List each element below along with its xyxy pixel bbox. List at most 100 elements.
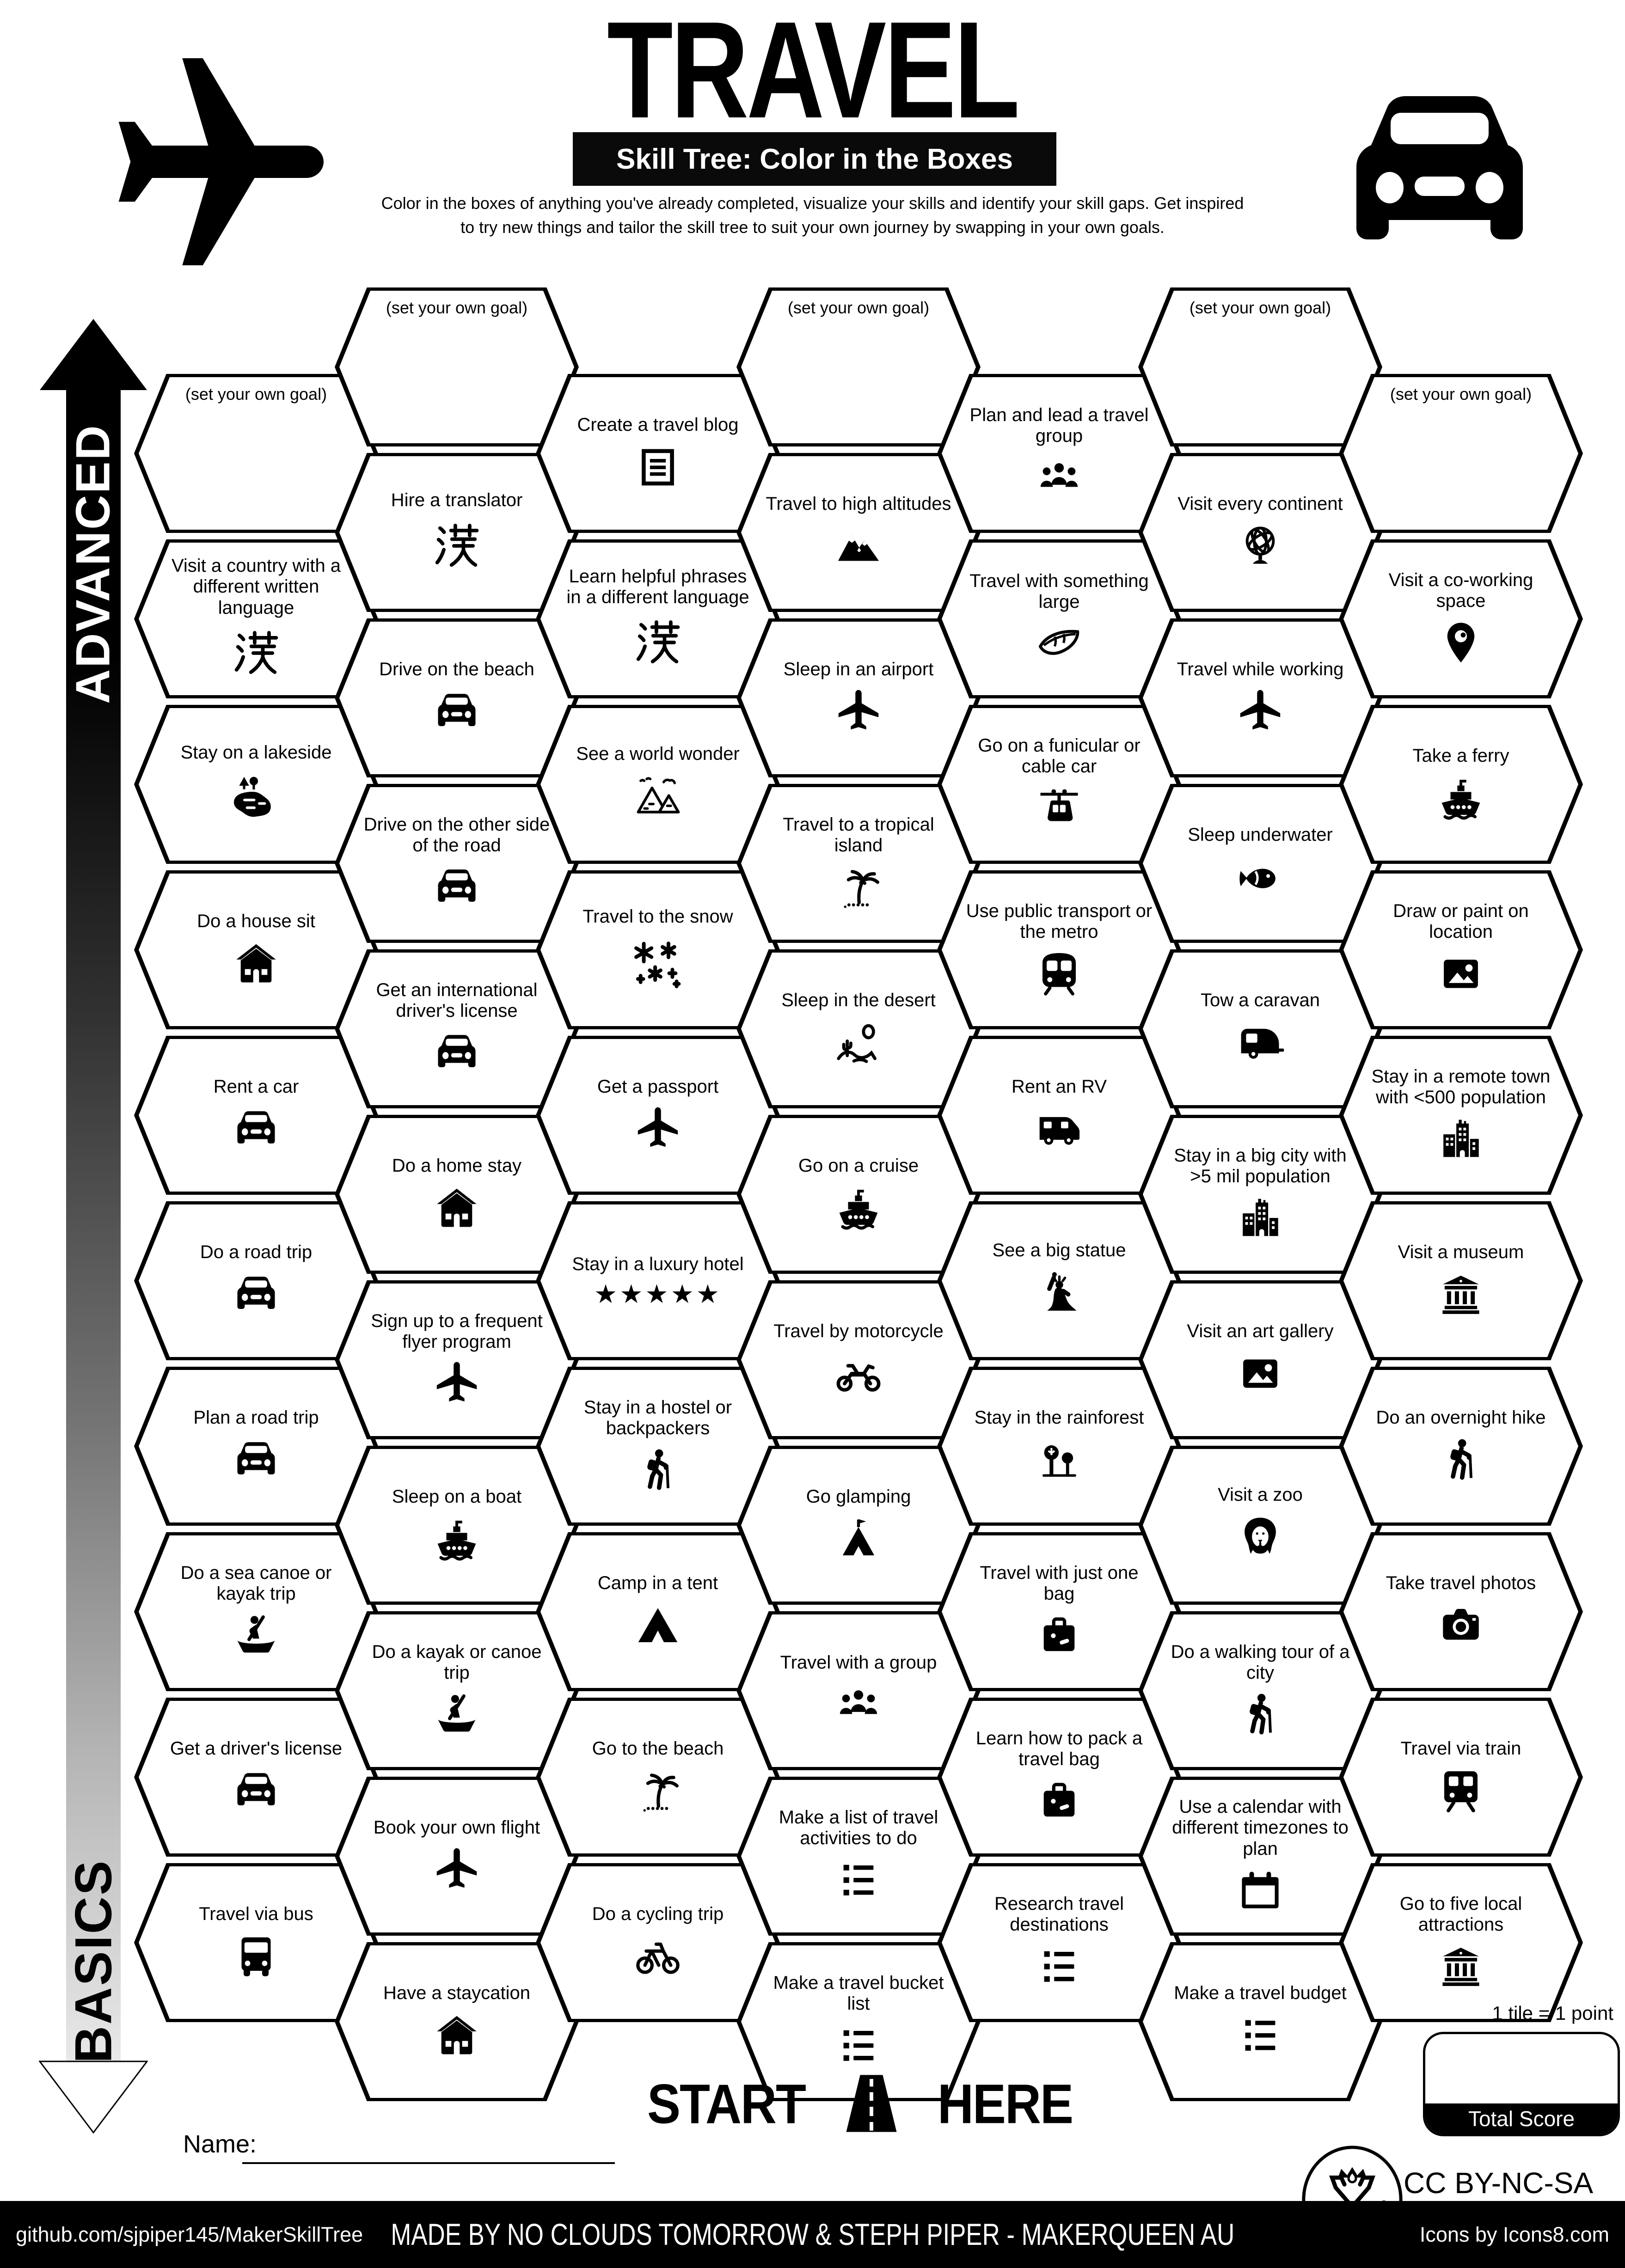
hiker-icon [633,1445,683,1495]
tile-label: Learn helpful phrases in a different lan… [566,566,749,607]
hex-tile: Go on a cruise [736,1115,981,1274]
hex-fill [942,1039,1177,1192]
hex-fill [942,1866,1177,2019]
tile-label: Visit a country with a different written… [171,556,341,618]
tile-label: Rent a car [213,1076,299,1097]
tile-label: Drive on the beach [379,659,534,680]
hex-fill [741,1284,976,1436]
tile-label: Visit a museum [1398,1242,1524,1263]
tile-label: Go to five local attractions [1399,1893,1522,1935]
hex-tile: Make a travel budget [1138,1942,1382,2101]
hex-tile: Travel with something large [937,539,1181,698]
lion-icon [1233,1512,1287,1566]
tile-label: Research travel destinations [994,1893,1124,1935]
hex-tile: Use public transport or the metro [937,870,1181,1029]
tile-label: Travel while working [1177,659,1344,680]
hex-tile: Draw or paint on location [1339,870,1583,1029]
kanji-icon [227,625,285,682]
hex-tile: Sleep on a boat [335,1446,579,1605]
hex-fill [942,543,1177,695]
hex-content: Stay on a lakeside [161,709,351,860]
desert-icon [834,1018,883,1068]
hex-content: Rent an RV [964,1039,1154,1191]
hex-tile: Stay in the rainforest [937,1367,1181,1526]
hex-content: Do a cycling trip [563,1867,753,2018]
hex-fill [942,708,1177,861]
hex-content: Create a travel blog [563,378,753,529]
hex-content: Travel via bus [161,1867,351,2018]
hex-content: Stay in a luxury hotel ★★★★★ [563,1205,753,1357]
car-icon [432,687,482,737]
hex-tile: Stay in a big city with >5 mil populatio… [1138,1115,1382,1274]
tile-label: (set your own goal) [787,298,930,317]
tile-label: Do a cycling trip [592,1904,724,1925]
tile-label: Sleep underwater [1188,825,1333,845]
car-icon [231,1435,281,1485]
hex-content: Make a travel bucket list [763,1946,954,2097]
metro-icon [1034,949,1084,999]
tile-label: Make a travel bucket list [773,1972,944,2014]
hex-content: Learn helpful phrases in a different lan… [563,543,753,695]
group-icon [826,1680,891,1729]
tile-label: Drive on the other side of the road [363,814,550,856]
tile-label: Do a walking tour of a city [1171,1641,1350,1683]
hex-tile: Take a ferry [1339,705,1583,864]
hex-tile: Do a house sit [134,870,378,1029]
hex-content: Travel to high altitudes [763,457,954,608]
hex-tile: Drive on the other side of the road [335,784,579,943]
hex-tile: Travel via train [1339,1698,1583,1857]
ship-icon [432,1514,482,1564]
hex-tile: Do a road trip [134,1201,378,1360]
hex-tile: Make a list of travel activities to do [736,1777,981,1936]
ship-icon [834,1183,883,1233]
hex-tile: Go on a funicular or cable car [937,705,1181,864]
hex-fill [1143,291,1378,443]
hex-tile: Go glamping [736,1446,981,1605]
page-description-line1: Color in the boxes of anything you've al… [381,194,1244,213]
footer-credit: MADE BY NO CLOUDS TOMORROW & STEPH PIPER… [391,2217,1234,2252]
hex-fill [942,377,1177,530]
hex-content: Travel while working [1165,622,1355,774]
hex-content: Do an overnight hike [1366,1370,1556,1522]
hex-tile: Do a sea canoe or kayak trip [134,1532,378,1691]
hex-content: Make a list of travel activities to do [763,1780,954,1932]
tile-label: (set your own goal) [185,385,327,403]
hex-content: Visit a co-working space [1366,543,1556,695]
tile-label: Stay on a lakeside [180,742,332,763]
hex-content: Plan a road trip [161,1370,351,1522]
hex-fill [339,787,574,940]
hiker-icon [1235,1690,1285,1740]
hex-tile: Sign up to a frequent flyer program [335,1280,579,1439]
hex-tile: Stay on a lakeside [134,705,378,864]
tile-label: Stay in a luxury hotel [572,1254,744,1275]
palm-icon [834,862,883,912]
tile-label: Stay in the rainforest [974,1407,1144,1428]
city-icon [1235,1193,1285,1243]
hex-fill [741,953,976,1105]
tile-label: Travel with a group [780,1652,937,1673]
total-score-label: Total Score [1425,2103,1618,2134]
road-icon [825,2064,918,2143]
caravan-icon [1235,1018,1285,1068]
hex-tile: Have a staycation [335,1942,579,2101]
hex-content: Visit an art gallery [1165,1284,1355,1436]
hex-fill [741,291,976,443]
hex-content: Stay in a big city with >5 mil populatio… [1165,1119,1355,1270]
hex-content: Drive on the beach [362,622,552,774]
tile-label: Do an overnight hike [1376,1407,1546,1428]
hex-content: Travel with just one bag [964,1536,1154,1687]
tile-label: Stay in a big city with >5 mil populatio… [1174,1145,1347,1186]
tile-label: See a world wonder [576,744,740,764]
tile-label: Do a kayak or canoe trip [372,1641,542,1683]
hex-content: Travel with a group [763,1615,954,1767]
hex-content: Go glamping [763,1449,954,1601]
snow-icon [626,934,689,993]
hex-content: Take travel photos [1366,1536,1556,1687]
plane-icon [834,687,883,737]
hex-fill [1143,1614,1378,1767]
tile-label: Sleep on a boat [392,1486,522,1507]
hex-tile: Get an international driver's license [335,949,579,1108]
hex-content: (set your own goal) [1165,291,1355,443]
tile-label: (set your own goal) [1189,298,1331,317]
